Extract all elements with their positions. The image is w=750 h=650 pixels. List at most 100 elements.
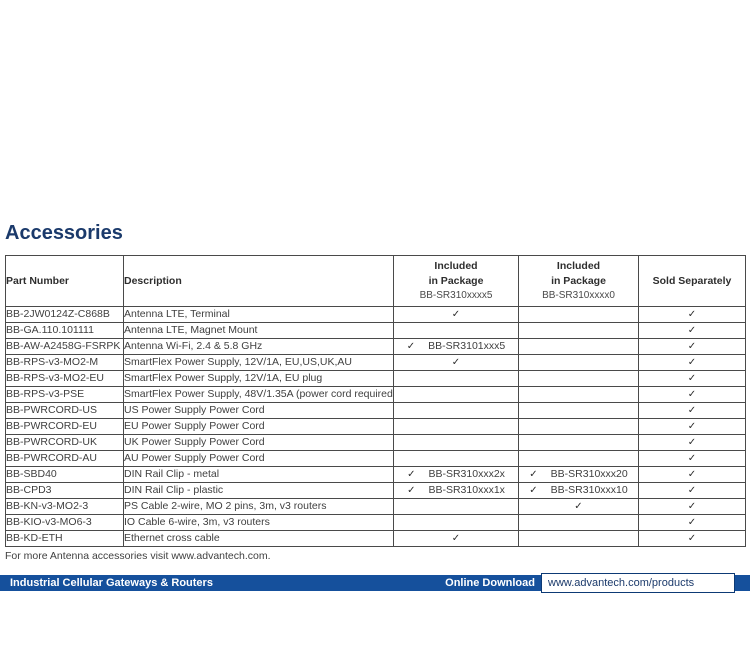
- sold-separately-cell: ✓: [638, 514, 746, 531]
- package-model-note: BB-SR310xxx1x: [428, 484, 505, 496]
- included-xxxx0-cell: [518, 402, 639, 419]
- col-header-sold-separately: Sold Separately: [638, 255, 746, 307]
- sold-separately-cell: ✓: [638, 482, 746, 499]
- description-cell: Antenna LTE, Magnet Mount: [123, 322, 394, 339]
- included-xxxx5-cell: [393, 386, 519, 403]
- table-row: BB-KIO-v3-MO6-3 IO Cable 6-wire, 3m, v3 …: [5, 514, 746, 531]
- included-xxxx5-cell: [393, 434, 519, 451]
- table-row: BB-GA.110.101111 Antenna LTE, Magnet Mou…: [5, 322, 746, 339]
- check-icon: ✓: [406, 341, 416, 352]
- check-icon: ✓: [687, 533, 697, 544]
- included-xxxx5-cell: ✓ BB-SR3101xxx5: [393, 338, 519, 355]
- included-xxxx0-cell: [518, 530, 639, 547]
- col-header-part-number: Part Number: [5, 255, 124, 307]
- sold-separately-cell: ✓: [638, 386, 746, 403]
- sold-separately-cell: ✓: [638, 402, 746, 419]
- included-label-line2: in Package: [428, 275, 484, 287]
- table-row: BB-RPS-v3-PSE SmartFlex Power Supply, 48…: [5, 386, 746, 403]
- table-row: BB-AW-A2458G-FSRPK Antenna Wi-Fi, 2.4 & …: [5, 338, 746, 355]
- included-xxxx5-cell: [393, 402, 519, 419]
- check-icon: ✓: [451, 533, 461, 544]
- included-xxxx0-cell: [518, 434, 639, 451]
- included-xxxx5-cell: ✓ BB-SR310xxx2x: [393, 466, 519, 483]
- included-xxxx5-cell: [393, 450, 519, 467]
- footnote: For more Antenna accessories visit www.a…: [5, 550, 271, 562]
- package-model-note: BB-SR310xxx2x: [428, 468, 505, 480]
- included-xxxx0-cell: [518, 306, 639, 323]
- check-icon: ✓: [451, 357, 461, 368]
- header-row: Part Number Description Included in Pack…: [5, 255, 746, 307]
- table-row: BB-RPS-v3-MO2-M SmartFlex Power Supply, …: [5, 354, 746, 371]
- description-cell: DIN Rail Clip - plastic: [123, 482, 394, 499]
- table-body: BB-2JW0124Z-C868B Antenna LTE, Terminal …: [5, 306, 746, 547]
- description-cell: DIN Rail Clip - metal: [123, 466, 394, 483]
- included-xxxx5-cell: [393, 498, 519, 515]
- included-xxxx0-cell: [518, 418, 639, 435]
- check-icon: ✓: [687, 341, 697, 352]
- table-row: BB-RPS-v3-MO2-EU SmartFlex Power Supply,…: [5, 370, 746, 387]
- description-cell: SmartFlex Power Supply, 12V/1A, EU plug: [123, 370, 394, 387]
- part-number-cell: BB-PWRCORD-EU: [5, 418, 124, 435]
- part-number-cell: BB-GA.110.101111: [5, 322, 124, 339]
- included-xxxx5-cell: ✓: [393, 306, 519, 323]
- check-icon: ✓: [687, 309, 697, 320]
- table-row: BB-SBD40 DIN Rail Clip - metal ✓ BB-SR310…: [5, 466, 746, 483]
- check-icon: ✓: [687, 357, 697, 368]
- description-cell: US Power Supply Power Cord: [123, 402, 394, 419]
- included-xxxx5-cell: ✓: [393, 530, 519, 547]
- included-xxxx0-cell: [518, 338, 639, 355]
- sold-separately-cell: ✓: [638, 338, 746, 355]
- page-title: Accessories: [5, 222, 123, 244]
- part-number-cell: BB-KD-ETH: [5, 530, 124, 547]
- description-cell: SmartFlex Power Supply, 12V/1A, EU,US,UK…: [123, 354, 394, 371]
- included-label-line1: Included: [434, 260, 478, 272]
- sold-separately-cell: ✓: [638, 370, 746, 387]
- table-header: Part Number Description Included in Pack…: [5, 255, 746, 307]
- description-cell: IO Cable 6-wire, 3m, v3 routers: [123, 514, 394, 531]
- included-xxxx0-cell: ✓ BB-SR310xxx20: [518, 466, 639, 483]
- sold-separately-cell: ✓: [638, 450, 746, 467]
- table-row: BB-PWRCORD-EU EU Power Supply Power Cord…: [5, 418, 746, 435]
- footer-category-label: Industrial Cellular Gateways & Routers: [10, 577, 213, 589]
- included-label-line1: Included: [556, 260, 601, 272]
- download-url-box[interactable]: www.advantech.com/products: [541, 573, 735, 593]
- check-icon: ✓: [687, 421, 697, 432]
- check-icon: ✓: [574, 501, 583, 512]
- included-xxxx5-cell: [393, 322, 519, 339]
- footer-bar: Industrial Cellular Gateways & Routers O…: [0, 573, 750, 593]
- included-model-xxxx5: BB-SR310xxxx5: [419, 290, 493, 301]
- included-xxxx5-cell: ✓ BB-SR310xxx1x: [393, 482, 519, 499]
- sold-separately-cell: ✓: [638, 530, 746, 547]
- table-row: BB-2JW0124Z-C868B Antenna LTE, Terminal …: [5, 306, 746, 323]
- check-icon: ✓: [687, 389, 697, 400]
- description-cell: EU Power Supply Power Cord: [123, 418, 394, 435]
- description-cell: SmartFlex Power Supply, 48V/1.35A (power…: [123, 386, 394, 403]
- part-number-cell: BB-KIO-v3-MO6-3: [5, 514, 124, 531]
- download-url-link[interactable]: www.advantech.com/products: [548, 577, 695, 589]
- part-number-cell: BB-RPS-v3-PSE: [5, 386, 124, 403]
- check-icon: ✓: [687, 469, 697, 480]
- included-xxxx5-cell: [393, 418, 519, 435]
- description-cell: Antenna Wi-Fi, 2.4 & 5.8 GHz: [123, 338, 394, 355]
- table-row: BB-KD-ETH Ethernet cross cable ✓ ✓: [5, 530, 746, 547]
- package-model-note: BB-SR310xxx10: [550, 484, 628, 496]
- included-xxxx0-cell: [518, 514, 639, 531]
- part-number-cell: BB-AW-A2458G-FSRPK: [5, 338, 124, 355]
- included-xxxx5-cell: ✓: [393, 354, 519, 371]
- included-xxxx5-cell: [393, 370, 519, 387]
- col-header-included-xxxx5: Included in Package BB-SR310xxxx5: [393, 255, 519, 307]
- part-number-cell: BB-PWRCORD-AU: [5, 450, 124, 467]
- col-header-description: Description: [123, 255, 394, 307]
- description-cell: PS Cable 2-wire, MO 2 pins, 3m, v3 route…: [123, 498, 394, 515]
- sold-separately-cell: ✓: [638, 306, 746, 323]
- part-number-cell: BB-CPD3: [5, 482, 124, 499]
- check-icon: ✓: [687, 501, 697, 512]
- included-xxxx0-cell: [518, 386, 639, 403]
- check-icon: ✓: [451, 309, 461, 320]
- check-icon: ✓: [687, 517, 697, 528]
- check-icon: ✓: [407, 485, 416, 496]
- included-xxxx0-cell: ✓ BB-SR310xxx10: [518, 482, 639, 499]
- part-number-cell: BB-RPS-v3-MO2-M: [5, 354, 124, 371]
- check-icon: ✓: [687, 485, 697, 496]
- table-row: BB-PWRCORD-AU AU Power Supply Power Cord…: [5, 450, 746, 467]
